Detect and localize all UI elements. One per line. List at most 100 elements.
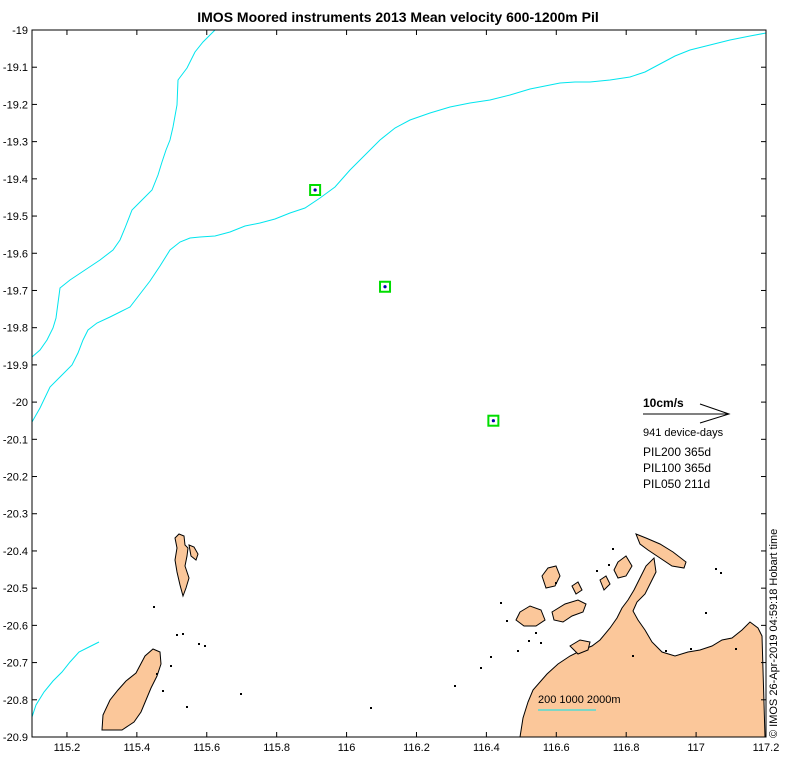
islet xyxy=(490,656,492,658)
y-tick-label: -20.4 xyxy=(3,546,28,558)
y-tick-label: -20.6 xyxy=(3,620,28,632)
islet xyxy=(715,568,717,570)
y-tick-label: -19.9 xyxy=(3,360,28,372)
y-tick-label: -19.3 xyxy=(3,137,28,149)
plot-area xyxy=(31,29,767,738)
x-tick-label: 115.6 xyxy=(193,742,220,754)
y-tick-label: -19.4 xyxy=(3,174,28,186)
y-tick-label: -20.5 xyxy=(3,583,28,595)
island-montebello xyxy=(174,533,190,598)
contour-legend-label: 200 1000 2000m xyxy=(538,694,621,706)
land-masses xyxy=(101,533,766,738)
islet xyxy=(156,673,158,675)
legend: 10cm/s 941 device-days PIL200 365d PIL10… xyxy=(538,396,731,711)
island-lewis xyxy=(541,565,561,589)
map-title: IMOS Moored instruments 2013 Mean veloci… xyxy=(197,9,598,25)
islets xyxy=(153,548,737,709)
mainland-pilbara xyxy=(519,556,766,738)
y-tick-label: -19.8 xyxy=(3,323,28,335)
islet xyxy=(517,650,519,652)
islet xyxy=(170,665,172,667)
islet xyxy=(528,640,530,642)
x-tick-label: 116.2 xyxy=(403,742,430,754)
islet xyxy=(176,634,178,636)
islet xyxy=(162,690,164,692)
islet xyxy=(454,685,456,687)
station-pil100: PIL100 365d xyxy=(643,461,711,475)
islet xyxy=(204,645,206,647)
contour-1000m xyxy=(31,32,767,423)
x-axis: 115.2 115.4 115.6 115.8 116 116.2 116.4 116.6 11… xyxy=(54,30,780,754)
islet xyxy=(608,564,610,566)
island-delambre xyxy=(613,555,633,579)
islet xyxy=(480,667,482,669)
y-tick-label: -20 xyxy=(12,397,28,409)
islet xyxy=(720,572,722,574)
y-tick-label: -19.2 xyxy=(3,99,28,111)
mooring-marker xyxy=(487,414,500,427)
y-tick-label: -20.1 xyxy=(3,434,28,446)
x-tick-label: 116.4 xyxy=(473,742,500,754)
x-tick-label: 115.8 xyxy=(263,742,290,754)
islet xyxy=(612,548,614,550)
island-barrow xyxy=(101,648,162,731)
timestamp: © IMOS 26-Apr-2019 04:59:18 Hobart time xyxy=(768,529,780,738)
x-tick-label: 116.6 xyxy=(543,742,570,754)
islet xyxy=(153,606,155,608)
islet xyxy=(665,650,667,652)
islet xyxy=(500,602,502,604)
y-tick-label: -20.2 xyxy=(3,472,28,484)
island-angel xyxy=(569,639,591,655)
y-tick-label: -20.7 xyxy=(3,658,28,670)
islet xyxy=(705,612,707,614)
mooring-marker xyxy=(309,184,322,197)
x-tick-label: 117 xyxy=(687,742,705,754)
island-enderby xyxy=(515,605,546,627)
x-tick-label: 115.4 xyxy=(123,742,150,754)
islet xyxy=(506,620,508,622)
mooring-dot xyxy=(491,419,495,423)
islet xyxy=(690,648,692,650)
x-tick-label: 117.2 xyxy=(753,742,780,754)
arrow-head-icon xyxy=(699,403,731,424)
x-tick-label: 116.8 xyxy=(613,742,640,754)
mooring-dot xyxy=(383,285,387,289)
islet xyxy=(540,642,542,644)
y-tick-label: -19.5 xyxy=(3,211,28,223)
islet xyxy=(240,693,242,695)
mooring-dot xyxy=(313,188,317,192)
x-tick-label: 116 xyxy=(338,742,356,754)
moorings xyxy=(309,184,500,427)
islet xyxy=(370,707,372,709)
islet xyxy=(535,632,537,634)
y-tick-label: -20.8 xyxy=(3,695,28,707)
y-tick-label: -20.9 xyxy=(3,732,28,744)
islet xyxy=(632,655,634,657)
station-pil200: PIL200 365d xyxy=(643,445,711,459)
contour-2000m xyxy=(31,29,216,358)
y-tick-label: -19.1 xyxy=(3,62,28,74)
y-tick-label: -19 xyxy=(12,25,28,37)
islet xyxy=(555,582,557,584)
island-small-1 xyxy=(599,575,611,591)
islet xyxy=(596,570,598,572)
islet xyxy=(182,633,184,635)
scale-label: 10cm/s xyxy=(643,396,684,410)
y-tick-label: -19.7 xyxy=(3,285,28,297)
bathymetry-contours xyxy=(31,29,767,737)
y-tick-label: -20.3 xyxy=(3,509,28,521)
islet xyxy=(198,643,200,645)
station-pil050: PIL050 211d xyxy=(643,477,710,491)
island-rosemary xyxy=(551,599,587,623)
contour-200m xyxy=(31,641,100,737)
island-montebello-north xyxy=(188,544,199,561)
islet xyxy=(735,648,737,650)
island-legendre xyxy=(635,533,687,569)
device-days-label: 941 device-days xyxy=(643,427,724,439)
islet xyxy=(186,706,188,708)
plot-frame xyxy=(31,29,767,738)
island-small-2 xyxy=(571,581,583,595)
mooring-marker xyxy=(379,280,392,293)
y-axis: -19 -19.1 -19.2 -19.3 -19.4 -19.5 -19.6 -19.7 -1… xyxy=(3,25,766,744)
